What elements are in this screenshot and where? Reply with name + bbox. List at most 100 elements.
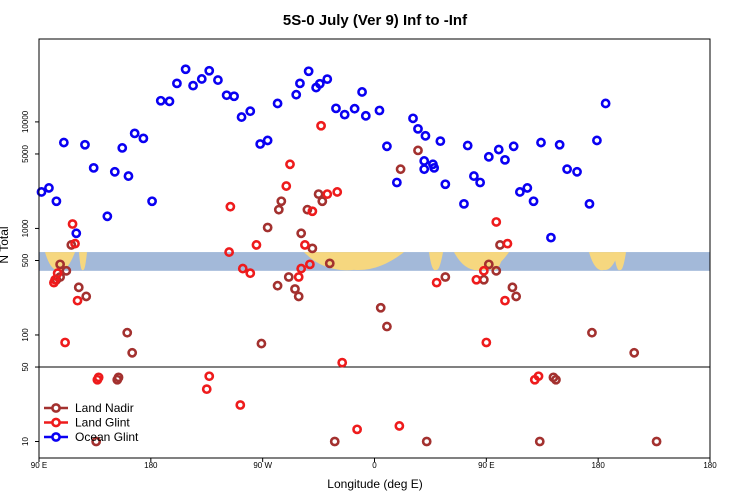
data-point xyxy=(293,291,304,302)
legend-label: Land Nadir xyxy=(75,401,134,415)
data-point xyxy=(276,196,287,207)
x-tick-label: 180 xyxy=(144,461,158,470)
data-point xyxy=(293,272,304,282)
y-tick-label: 5000 xyxy=(21,145,30,163)
data-point xyxy=(229,91,239,102)
data-point xyxy=(493,144,504,155)
legend-marker xyxy=(51,403,61,413)
data-point xyxy=(303,66,314,77)
data-point xyxy=(331,103,341,114)
data-point xyxy=(375,302,386,313)
data-point xyxy=(285,159,295,170)
data-point xyxy=(431,277,442,288)
data-point xyxy=(291,89,302,100)
data-point xyxy=(478,274,489,285)
y-tick-label: 10000 xyxy=(21,110,30,133)
data-point xyxy=(421,436,432,447)
data-point xyxy=(113,372,124,383)
data-point xyxy=(584,198,595,209)
data-point xyxy=(262,222,273,233)
data-point xyxy=(155,95,166,106)
data-point xyxy=(508,141,519,152)
data-point xyxy=(272,280,283,291)
data-point xyxy=(562,164,573,175)
x-tick-label: 0 xyxy=(372,461,377,470)
data-point xyxy=(255,139,266,149)
data-point xyxy=(316,120,326,131)
legend-marker xyxy=(51,432,61,442)
land-mass xyxy=(79,252,87,271)
data-point xyxy=(273,204,284,215)
data-point xyxy=(462,140,473,151)
data-point xyxy=(629,347,640,358)
data-point xyxy=(272,98,283,109)
data-point xyxy=(572,166,582,177)
data-point xyxy=(61,265,72,276)
data-point xyxy=(500,154,510,165)
data-point xyxy=(102,211,113,222)
data-point xyxy=(360,110,371,121)
data-point xyxy=(408,113,418,124)
land-mass xyxy=(614,252,626,271)
data-point xyxy=(435,136,446,147)
data-point xyxy=(36,187,47,197)
y-tick-label: 500 xyxy=(21,253,30,267)
data-point xyxy=(236,112,247,122)
data-point xyxy=(224,247,235,257)
data-point xyxy=(251,240,262,250)
data-point xyxy=(164,96,175,107)
data-point xyxy=(587,327,597,338)
data-point xyxy=(307,206,318,217)
series-land-glint xyxy=(49,120,544,435)
data-point xyxy=(295,78,305,89)
data-point xyxy=(495,240,505,250)
data-point xyxy=(237,263,248,274)
data-point xyxy=(420,130,431,141)
data-point xyxy=(395,164,406,175)
data-point xyxy=(332,187,343,197)
data-point xyxy=(481,337,492,348)
data-point xyxy=(225,201,236,212)
data-point xyxy=(440,179,451,190)
legend-marker xyxy=(51,417,61,428)
data-point xyxy=(70,238,80,249)
data-point xyxy=(514,187,525,197)
data-point xyxy=(188,80,198,91)
data-points xyxy=(36,64,662,447)
map-strip xyxy=(39,252,710,271)
data-point xyxy=(349,103,360,114)
data-point xyxy=(245,106,256,117)
data-point xyxy=(317,196,328,207)
data-point xyxy=(235,400,246,410)
data-point xyxy=(534,436,545,447)
data-point xyxy=(129,128,140,139)
data-point xyxy=(283,272,294,282)
y-axis-label: N Total xyxy=(0,226,11,263)
data-point xyxy=(337,357,348,368)
data-point xyxy=(51,196,62,207)
data-point xyxy=(382,321,392,332)
x-tick-label: 180 xyxy=(591,461,605,470)
data-point xyxy=(522,183,533,193)
y-axis: 10 50 100 500 1000 5000 10000 xyxy=(21,110,39,446)
data-point xyxy=(483,259,494,270)
data-point xyxy=(71,228,82,239)
data-point xyxy=(58,137,69,148)
data-point xyxy=(502,238,513,249)
data-point xyxy=(204,371,215,382)
series-land-nadir xyxy=(51,145,662,447)
data-point xyxy=(313,189,324,200)
data-point xyxy=(391,177,402,188)
x-axis-label: Longitude (deg E) xyxy=(327,477,422,491)
data-point xyxy=(475,177,486,188)
data-point xyxy=(55,259,66,270)
data-point xyxy=(88,162,99,173)
data-point xyxy=(382,141,392,152)
data-point xyxy=(44,183,54,193)
data-point xyxy=(72,295,83,306)
data-point xyxy=(546,232,556,243)
data-point xyxy=(533,371,544,382)
data-point xyxy=(300,240,310,250)
y-tick-label: 1000 xyxy=(21,219,30,237)
